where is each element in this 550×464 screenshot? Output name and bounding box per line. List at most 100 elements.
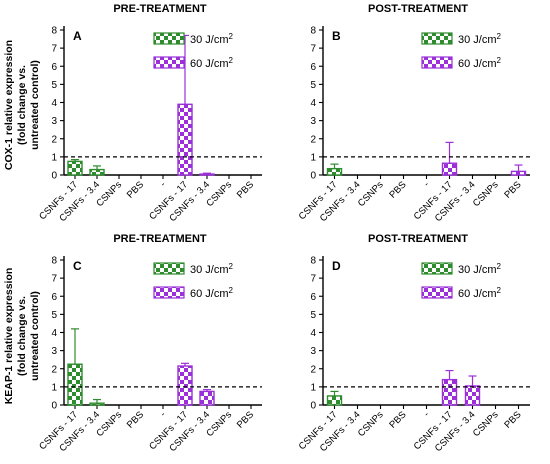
bar (326, 167, 343, 176)
legend-label: 60 J/cm2 (190, 56, 234, 70)
bar (464, 385, 481, 406)
x-tick-label: - (422, 409, 432, 419)
legend: 30 J/cm2 60 J/cm2 (421, 262, 502, 300)
y-tick-label: 0 (51, 171, 57, 182)
legend-label: 60 J/cm2 (458, 286, 502, 300)
y-tick-label: 1 (51, 382, 57, 393)
y-tick-label: 1 (310, 382, 316, 393)
y-tick-label: 6 (51, 292, 57, 303)
legend-label: 30 J/cm2 (190, 262, 234, 276)
panel-title: PRE-TREATMENT (113, 233, 207, 245)
legend: 30 J/cm2 60 J/cm2 (153, 262, 234, 300)
x-tick-label: PBS (502, 409, 523, 430)
y-axis-label-cox1: COX-1 relative expression (fold change v… (3, 40, 41, 170)
x-tick-label: PBS (125, 409, 146, 430)
x-tick-label: PBS (125, 179, 146, 200)
y-tick-label: 2 (310, 364, 316, 375)
y-tick-label: 3 (51, 116, 57, 127)
y-tick-label: 5 (51, 80, 57, 91)
x-tick-label: PBS (387, 409, 408, 430)
legend-swatch (153, 56, 185, 69)
legend-swatch (153, 286, 185, 299)
bar (67, 160, 83, 176)
x-tick-label: CSNPs (356, 409, 386, 439)
bar (89, 168, 105, 176)
bar (177, 365, 193, 406)
x-tick-label: PBS (387, 179, 408, 200)
y-tick-label: 5 (51, 310, 57, 321)
legend-label: 30 J/cm2 (458, 32, 502, 46)
x-tick-label: - (422, 179, 432, 189)
y-tick-label: 8 (51, 26, 57, 37)
legend-swatch (153, 32, 185, 45)
y-tick-label: 1 (51, 152, 57, 163)
y-axis-label-line-1: KEAP-1 relative expression (3, 268, 15, 405)
panel-letter: A (73, 29, 82, 43)
legend-label: 30 J/cm2 (190, 32, 234, 46)
y-tick-label: 5 (310, 310, 316, 321)
x-tick-label: - (158, 409, 168, 419)
panel-title: POST-TREATMENT (368, 3, 468, 15)
x-tick-label: CSNPs (94, 409, 124, 439)
y-tick-label: 3 (51, 346, 57, 357)
legend-swatch (153, 262, 185, 275)
bar (441, 162, 458, 176)
y-tick-label: 7 (51, 44, 57, 55)
legend-swatch (421, 56, 453, 69)
y-tick-label: 7 (310, 274, 316, 285)
panel-letter: D (332, 259, 341, 273)
y-axis-label-keap1: KEAP-1 relative expression (fold change … (3, 268, 41, 405)
legend-swatch (421, 286, 453, 299)
y-tick-label: 8 (51, 256, 57, 267)
bar (89, 402, 105, 406)
y-tick-label: 6 (310, 62, 316, 73)
y-axis-label-line-2: (fold change vs. (16, 296, 28, 376)
y-tick-label: 0 (310, 401, 316, 412)
x-tick-label: CSNPs (94, 179, 124, 209)
y-axis-label-line-3: untreated control) (29, 60, 41, 150)
y-tick-label: 3 (310, 346, 316, 357)
y-tick-label: 0 (51, 401, 57, 412)
y-tick-label: 4 (51, 98, 57, 109)
y-tick-label: 8 (310, 256, 316, 267)
legend-swatch (421, 262, 453, 275)
legend-label: 30 J/cm2 (458, 262, 502, 276)
y-tick-label: 3 (310, 116, 316, 127)
y-tick-label: 5 (310, 80, 316, 91)
x-tick-label: CSNPs (356, 179, 386, 209)
y-axis-label-line-2: (fold change vs. (16, 65, 28, 145)
x-tick-label: CSNPs (471, 409, 501, 439)
x-tick-label: CSNPs (204, 179, 234, 209)
bar (441, 378, 458, 406)
y-tick-label: 2 (310, 134, 316, 145)
x-tick-label: - (158, 179, 168, 189)
panel-letter: C (73, 259, 82, 273)
x-tick-label: PBS (235, 179, 256, 200)
y-tick-label: 4 (51, 328, 57, 339)
y-tick-label: 7 (310, 44, 316, 55)
y-tick-label: 2 (51, 134, 57, 145)
y-tick-label: 7 (51, 274, 57, 285)
y-tick-label: 2 (51, 364, 57, 375)
legend-label: 60 J/cm2 (190, 286, 234, 300)
bar (199, 390, 215, 406)
x-tick-label: CSNPs (471, 179, 501, 209)
bar (510, 170, 527, 176)
bar (326, 395, 343, 406)
y-tick-label: 6 (51, 62, 57, 73)
y-tick-label: 4 (310, 328, 316, 339)
y-tick-label: 8 (310, 26, 316, 37)
x-tick-label: PBS (502, 179, 523, 200)
panel-title: POST-TREATMENT (368, 233, 468, 245)
legend-swatch (421, 32, 453, 45)
panel-title: PRE-TREATMENT (113, 3, 207, 15)
y-tick-label: 1 (310, 152, 316, 163)
legend: 30 J/cm2 60 J/cm2 (421, 32, 502, 70)
bar (67, 363, 83, 406)
y-tick-label: 6 (310, 292, 316, 303)
